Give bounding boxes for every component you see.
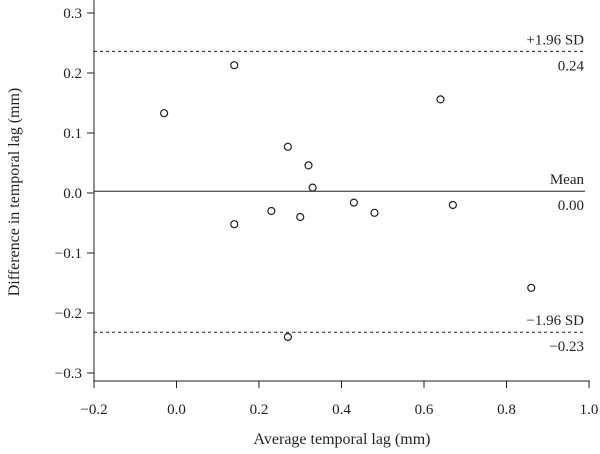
x-tick-label: 0.6 — [415, 402, 434, 418]
y-tick-label: 0.1 — [63, 126, 82, 142]
data-point — [283, 142, 292, 151]
data-point — [230, 220, 239, 229]
data-point — [448, 200, 457, 210]
y-axis-ticks: 0.3 0.2 0.1 0.0 −0.1 −0.2 −0.3 — [55, 6, 94, 382]
data-point — [527, 283, 536, 292]
upper-sd-label: +1.96 SD — [526, 32, 584, 48]
y-tick-label: 0.0 — [63, 186, 82, 202]
x-axis-ticks: −0.2 0.0 0.2 0.4 0.6 0.8 1.0 — [80, 381, 598, 418]
upper-sd-value: 0.24 — [558, 58, 585, 74]
x-axis-title: Average temporal lag (mm) — [254, 431, 431, 448]
x-tick-label: 0.4 — [332, 402, 351, 418]
lower-sd-label: −1.96 SD — [526, 313, 584, 329]
y-axis-title: Difference in temporal lag (mm) — [6, 88, 23, 297]
data-point — [304, 161, 313, 170]
data-point — [296, 212, 305, 222]
x-tick-label: 0.8 — [497, 402, 516, 418]
y-tick-label: −0.1 — [55, 246, 82, 262]
mean-label: Mean — [550, 172, 585, 188]
data-point — [349, 198, 358, 207]
x-tick-label: 1.0 — [580, 402, 599, 418]
data-point — [267, 206, 276, 216]
x-tick-label: 0.2 — [250, 402, 269, 418]
data-point — [370, 208, 379, 217]
lower-sd-value: −0.23 — [549, 339, 584, 355]
y-tick-label: 0.3 — [63, 6, 82, 22]
data-point — [436, 95, 445, 104]
y-tick-label: 0.2 — [63, 66, 82, 82]
data-point — [160, 109, 169, 118]
data-point — [283, 332, 292, 342]
mean-value: 0.00 — [558, 198, 584, 214]
data-point — [230, 61, 239, 70]
data-points — [160, 61, 536, 342]
y-tick-label: −0.2 — [55, 306, 82, 322]
data-point — [308, 183, 317, 192]
x-tick-label: −0.2 — [80, 402, 107, 418]
x-tick-label: 0.0 — [167, 402, 186, 418]
y-tick-label: −0.3 — [55, 366, 82, 382]
